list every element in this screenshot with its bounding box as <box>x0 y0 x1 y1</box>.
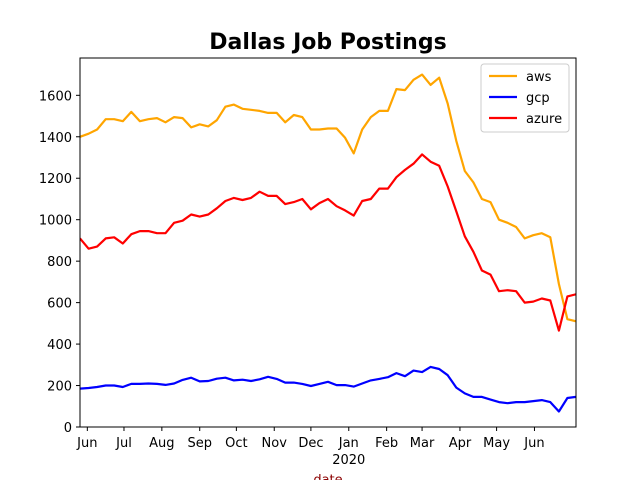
series-line-gcp <box>80 365 576 413</box>
x-tick-label: Jun <box>523 436 544 451</box>
x-tick-label: Jul <box>115 436 132 451</box>
x-tick-label: Feb <box>375 436 398 451</box>
legend-label-aws: aws <box>526 70 552 85</box>
y-tick-label: 200 <box>47 380 72 395</box>
x-tick-label: Aug <box>149 436 174 451</box>
x-axis: Jun Jul Aug Sep Oct Nov Dec Jan 2020 Feb Mar Apr May… <box>76 427 545 468</box>
plot-frame <box>79 57 577 428</box>
y-tick-label: 1400 <box>39 131 72 146</box>
legend: aws gcp azure <box>480 63 570 133</box>
y-tick-label: 0 <box>64 421 72 436</box>
y-tick-label: 1600 <box>39 89 72 104</box>
y-tick-label: 1200 <box>39 172 72 187</box>
legend-label-gcp: gcp <box>526 91 550 106</box>
legend-label-azure: azure <box>526 112 562 127</box>
x-tick-label: Jan <box>338 436 359 451</box>
y-tick-label: 1000 <box>39 214 72 229</box>
x-tick-label: Dec <box>298 436 323 451</box>
x-tick-label: May <box>483 436 510 451</box>
x-tick-label: Apr <box>449 436 472 451</box>
x-axis-label: date <box>313 473 342 480</box>
x-tick-year-label: 2020 <box>332 453 365 468</box>
x-tick-label: Sep <box>187 436 212 451</box>
y-tick-label: 800 <box>47 255 72 270</box>
y-axis: 0 200 400 600 800 1000 1200 1400 1600 <box>39 89 80 436</box>
y-tick-label: 400 <box>47 338 72 353</box>
y-tick-label: 600 <box>47 297 72 312</box>
x-tick-label: Mar <box>410 436 435 451</box>
legend-box <box>480 63 570 133</box>
x-tick-label: Nov <box>262 436 288 451</box>
chart-title: Dallas Job Postings <box>209 30 446 55</box>
x-tick-label: Oct <box>225 436 247 451</box>
x-tick-label: Jun <box>76 436 97 451</box>
series-line-azure <box>80 153 576 332</box>
series-line-aws <box>80 73 576 323</box>
